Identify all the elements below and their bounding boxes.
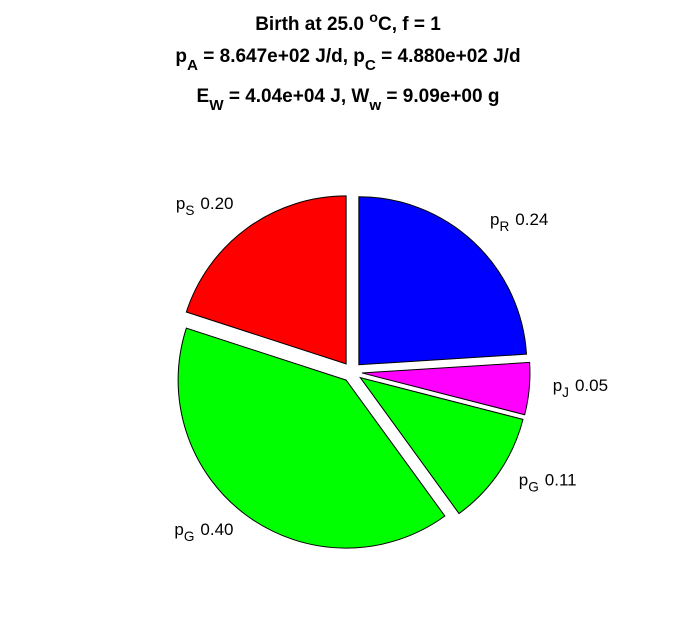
text-run: = 4.880e+02 J/d: [376, 46, 521, 67]
value-label: 0.24: [515, 210, 548, 229]
pie-slice: [358, 196, 528, 366]
chart-title: pA = 8.647e+02 J/d, pC = 4.880e+02 J/d: [175, 46, 520, 74]
pie-slice: [359, 376, 524, 515]
value-label: 0.11: [545, 470, 577, 489]
pie-slice: [177, 327, 446, 549]
value-label: 0.40: [200, 520, 233, 539]
chart-title: Birth at 25.0 oC, f = 1: [255, 10, 441, 35]
subscript: w: [368, 97, 381, 114]
slice-label: pS 0.20: [176, 194, 234, 218]
value-label: 0.20: [200, 194, 233, 213]
subscript: A: [187, 57, 198, 74]
text-run: C, f = 1: [378, 14, 441, 35]
subscript: S: [185, 203, 194, 218]
text-run: p: [175, 46, 187, 67]
text-run: = 9.09e+00 g: [381, 86, 499, 107]
value-label: 0.05: [575, 376, 608, 395]
slice-label: pG 0.11: [519, 470, 577, 494]
text-run: p: [490, 210, 499, 229]
text-run: p: [176, 194, 185, 213]
slice-label: pG 0.40: [174, 520, 233, 544]
subscript: G: [184, 529, 195, 544]
text-run: Birth at 25.0: [255, 14, 369, 35]
pie-slice: [361, 361, 531, 416]
text-run: = 8.647e+02 J/d, p: [198, 46, 365, 67]
text-run: p: [553, 376, 562, 395]
subscript: J: [562, 385, 569, 400]
text-run: E: [197, 86, 210, 107]
superscript: o: [369, 10, 378, 26]
slice-label: pR 0.24: [490, 210, 548, 234]
subscript: R: [499, 219, 509, 234]
pie-slice: [185, 195, 347, 365]
slice-label: pJ 0.05: [553, 376, 608, 400]
chart-title: EW = 4.04e+04 J, Ww = 9.09e+00 g: [197, 86, 500, 114]
subscript: C: [365, 57, 376, 74]
subscript: W: [209, 97, 224, 114]
subscript: G: [528, 479, 539, 494]
text-run: p: [519, 470, 528, 489]
text-run: p: [174, 520, 183, 539]
text-run: = 4.04e+04 J, W: [224, 86, 370, 107]
